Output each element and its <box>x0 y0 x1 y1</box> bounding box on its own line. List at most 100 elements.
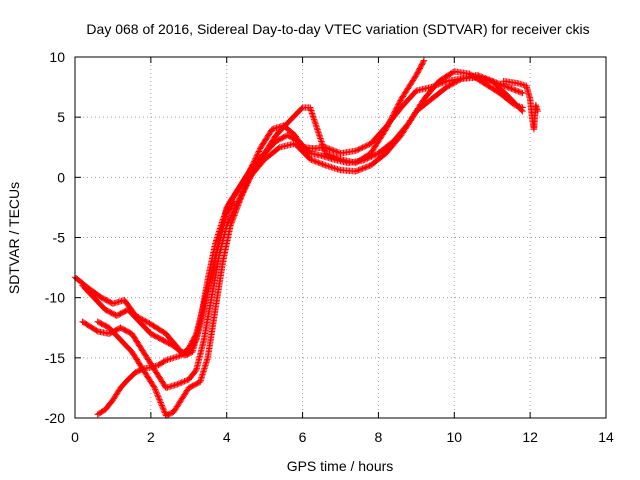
y-tick-label: -5 <box>53 230 66 246</box>
data-point-marker <box>363 163 370 171</box>
data-point-marker <box>227 220 235 228</box>
data-point-marker <box>359 165 366 172</box>
data-point-marker <box>357 145 365 152</box>
data-point-marker <box>397 97 404 104</box>
data-series <box>94 57 428 419</box>
data-point-marker <box>230 215 237 222</box>
x-tick-label: 6 <box>299 429 307 445</box>
data-point-marker <box>390 110 397 118</box>
data-point-marker <box>355 167 362 174</box>
data-point-marker <box>247 173 254 181</box>
data-point-marker <box>381 127 389 134</box>
data-point-marker <box>518 106 525 114</box>
data-point-marker <box>241 186 248 193</box>
data-point-marker <box>320 161 328 168</box>
data-point-marker <box>476 72 484 80</box>
data-point-marker <box>362 164 369 171</box>
data-point-marker <box>327 146 335 153</box>
data-point-marker <box>486 76 493 84</box>
data-point-marker <box>306 156 314 163</box>
data-point-marker <box>150 383 158 390</box>
data-point-marker <box>372 151 379 158</box>
data-point-marker <box>449 80 456 88</box>
data-point-marker <box>153 390 161 397</box>
data-point-marker <box>360 164 368 172</box>
data-point-marker <box>242 183 250 191</box>
data-point-marker <box>504 83 511 91</box>
data-point-marker <box>152 387 160 395</box>
data-point-marker <box>146 320 153 327</box>
y-tick-label: -20 <box>45 410 65 426</box>
data-point-marker <box>244 180 251 188</box>
data-point-marker <box>312 158 319 165</box>
data-point-marker <box>517 89 525 96</box>
data-point-marker <box>454 77 461 85</box>
data-point-marker <box>233 205 241 212</box>
data-point-marker <box>317 160 325 167</box>
data-point-marker <box>228 217 236 225</box>
data-point-marker <box>154 392 161 399</box>
data-point-marker <box>230 213 237 221</box>
data-point-marker <box>446 82 453 89</box>
x-tick-label: 4 <box>223 429 231 445</box>
data-point-marker <box>330 153 337 160</box>
data-point-marker <box>232 207 240 215</box>
data-point-marker <box>240 189 247 196</box>
data-point-marker <box>333 148 340 155</box>
data-point-marker <box>255 148 263 155</box>
data-point-marker <box>319 161 326 168</box>
data-point-marker <box>143 318 150 326</box>
data-point-marker <box>479 74 486 81</box>
data-point-marker <box>249 169 256 176</box>
data-point-marker <box>234 202 242 209</box>
data-point-marker <box>327 152 335 159</box>
axes: 0 2 4 6 8 10 12 14 -20 -15 -10 -5 0 5 10 <box>45 49 614 445</box>
data-point-marker <box>324 151 332 158</box>
data-point-marker <box>385 120 392 127</box>
data-point-marker <box>352 147 359 155</box>
data-point-marker <box>237 195 245 202</box>
y-tick-label: 10 <box>49 49 65 65</box>
data-point-marker <box>142 317 149 325</box>
data-point-marker <box>453 78 460 85</box>
data-point-marker <box>254 151 261 158</box>
data-point-marker <box>334 148 341 156</box>
data-point-marker <box>364 163 372 170</box>
data-point-marker <box>254 149 262 157</box>
data-point-marker <box>253 152 261 159</box>
data-point-marker <box>412 73 419 80</box>
data-point-marker <box>384 123 391 130</box>
data-point-marker <box>334 154 341 162</box>
data-point-marker <box>192 367 199 375</box>
data-point-marker <box>256 145 264 152</box>
x-tick-label: 12 <box>522 429 538 445</box>
data-point-marker <box>238 192 246 199</box>
data-point-marker <box>534 107 541 115</box>
data-point-marker <box>353 167 361 174</box>
data-point-marker <box>245 178 252 185</box>
data-point-marker <box>519 107 526 115</box>
data-point-marker <box>395 101 402 108</box>
data-point-marker <box>382 126 390 133</box>
data-point-marker <box>311 157 318 165</box>
data-point-marker <box>393 104 401 111</box>
data-point-marker <box>506 84 514 92</box>
data-point-marker <box>233 206 240 213</box>
data-point-marker <box>309 157 317 164</box>
data-point-marker <box>248 170 256 178</box>
data-point-marker <box>326 151 333 159</box>
data-point-marker <box>475 72 482 79</box>
data-point-marker <box>228 219 235 226</box>
data-point-marker <box>316 159 324 167</box>
data-point-marker <box>329 146 336 154</box>
data-point-marker <box>473 71 481 79</box>
data-point-marker <box>389 112 397 119</box>
data-point-marker <box>519 89 526 97</box>
data-point-marker <box>322 150 329 157</box>
y-tick-label: -10 <box>45 290 65 306</box>
data-point-marker <box>353 147 361 154</box>
data-point-marker <box>238 193 245 201</box>
data-point-marker <box>144 319 152 326</box>
